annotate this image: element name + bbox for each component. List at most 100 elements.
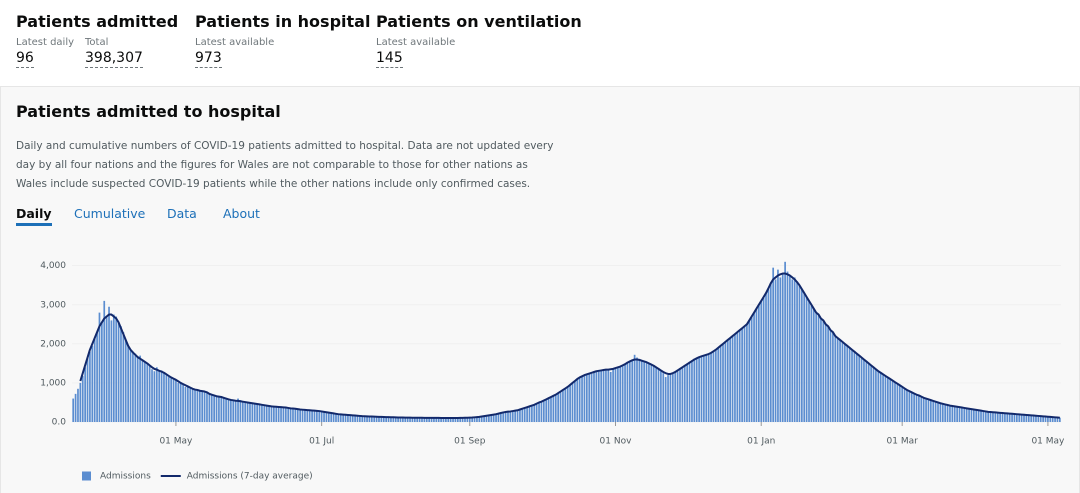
bar	[633, 354, 636, 422]
bar	[669, 374, 672, 422]
tab[interactable]: Cumulative	[74, 206, 146, 221]
bar	[760, 300, 763, 422]
headline-title: Patients in hospital	[195, 12, 371, 31]
bar	[944, 404, 947, 422]
bar	[748, 320, 751, 422]
tab[interactable]: Daily	[16, 206, 52, 226]
bar	[557, 393, 560, 422]
bar	[638, 359, 641, 422]
card-title: Patients admitted to hospital	[16, 102, 281, 121]
metric-label: Latest daily	[16, 37, 75, 48]
tab[interactable]: About	[223, 206, 260, 221]
bar	[74, 393, 77, 422]
bar	[519, 409, 521, 422]
bar	[984, 411, 987, 422]
bar	[230, 400, 232, 422]
bar	[671, 372, 674, 422]
bar	[980, 410, 982, 422]
bar	[220, 396, 223, 422]
bar	[937, 402, 939, 422]
bar	[578, 377, 581, 422]
bar	[1008, 413, 1011, 422]
metric-value[interactable]: 145	[376, 50, 403, 68]
bar	[499, 413, 502, 422]
metric-value[interactable]: 398,307	[85, 50, 143, 68]
bar	[402, 417, 404, 422]
metric-value[interactable]: 973	[195, 50, 222, 68]
bar	[79, 382, 82, 422]
bar	[767, 289, 770, 422]
tab[interactable]: Data	[167, 206, 197, 221]
bar	[645, 361, 648, 422]
bar	[545, 399, 548, 422]
bar	[318, 411, 321, 422]
y-tick-label: 2,000	[40, 339, 66, 349]
bar	[1051, 417, 1054, 422]
bar	[987, 411, 990, 422]
bar	[918, 395, 920, 422]
bar	[399, 417, 402, 422]
bar	[263, 405, 266, 422]
bar	[332, 413, 335, 422]
bar	[822, 320, 825, 422]
bar	[657, 368, 660, 422]
bar	[337, 414, 340, 422]
bar	[120, 326, 122, 422]
bar	[664, 377, 667, 422]
bar	[227, 399, 230, 422]
bar	[256, 404, 258, 422]
bar	[1054, 417, 1056, 422]
bar	[72, 398, 75, 422]
bar	[84, 367, 86, 422]
bar	[528, 406, 531, 422]
bar	[652, 365, 655, 422]
bar	[261, 404, 263, 422]
bar	[875, 369, 877, 422]
metric-value[interactable]: 96	[16, 50, 34, 68]
bar	[655, 366, 657, 422]
bar	[485, 415, 488, 422]
bar	[898, 385, 901, 422]
bar	[533, 404, 536, 422]
bar	[411, 417, 414, 422]
legend-label: Admissions	[100, 472, 151, 482]
bar	[662, 373, 665, 422]
bar	[347, 414, 349, 422]
bar	[136, 357, 139, 422]
bar	[1023, 414, 1025, 422]
bar	[724, 341, 727, 422]
bar	[1037, 415, 1040, 422]
legend-swatch	[82, 471, 91, 481]
bar	[91, 345, 94, 422]
bar	[1030, 415, 1033, 422]
bar	[585, 374, 588, 422]
bar	[765, 293, 767, 422]
bar	[191, 388, 194, 422]
bar	[877, 371, 880, 422]
bar	[989, 412, 992, 422]
bar	[667, 375, 669, 422]
bar	[182, 384, 184, 422]
bar	[975, 409, 978, 422]
bar	[817, 314, 820, 422]
bar	[600, 370, 603, 422]
bar	[1032, 415, 1035, 422]
bar	[316, 410, 318, 422]
bar	[81, 375, 84, 422]
bar	[1056, 417, 1059, 422]
y-tick-label: 1,000	[40, 378, 66, 388]
bar	[590, 373, 593, 422]
bar	[77, 388, 79, 422]
headline-title: Patients admitted	[16, 12, 179, 31]
bar	[889, 379, 892, 422]
bar	[222, 397, 225, 422]
bar	[167, 377, 170, 422]
bar	[609, 371, 612, 422]
bar	[815, 312, 818, 422]
bar	[390, 417, 392, 422]
bar	[683, 364, 686, 422]
bar	[1018, 414, 1021, 422]
bar	[691, 360, 693, 422]
bar	[595, 371, 598, 422]
bar	[246, 402, 249, 422]
